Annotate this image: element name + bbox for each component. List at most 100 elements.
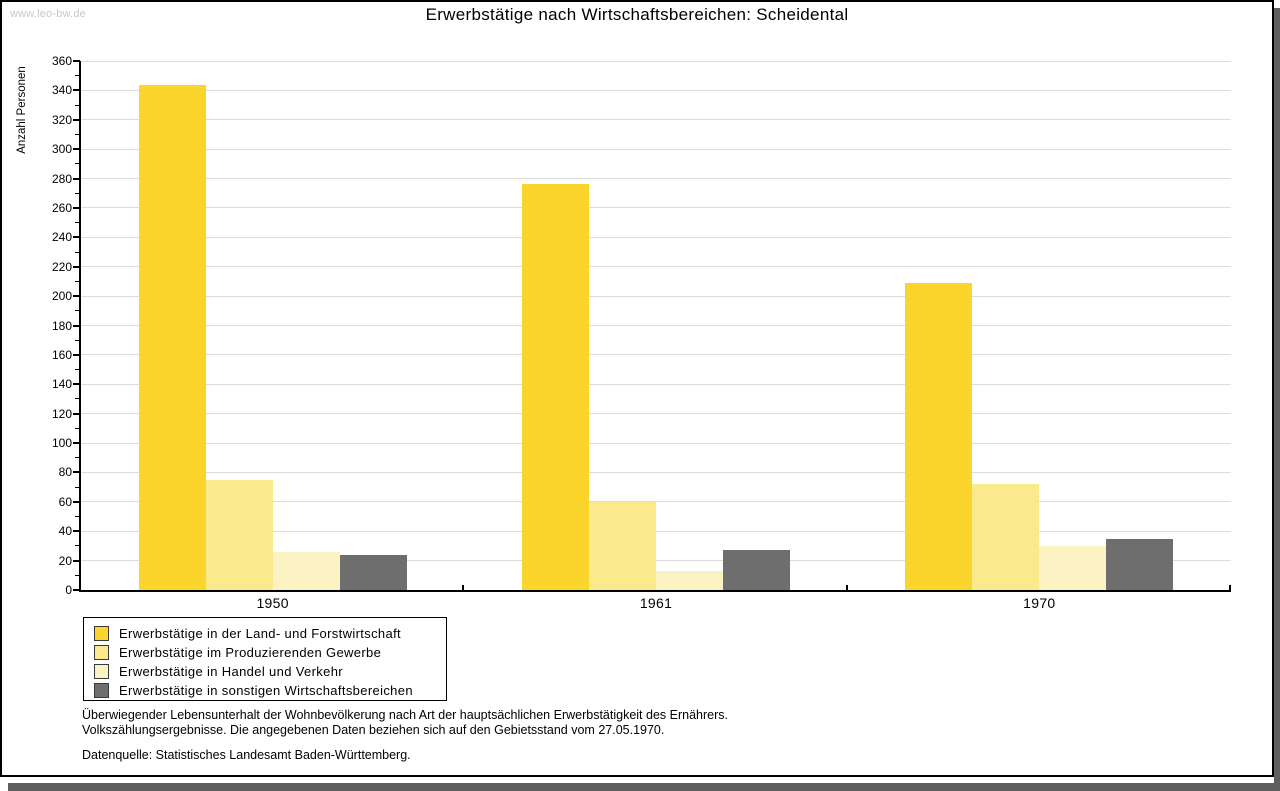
y-tick-label-300: 300 [51, 142, 72, 157]
y-minortick-110 [75, 427, 80, 429]
y-minortick-230 [75, 251, 80, 253]
gridline-y140 [81, 383, 1231, 385]
gridline-y100 [81, 442, 1231, 444]
gridline-y120 [81, 413, 1231, 415]
y-tick-label-100: 100 [51, 436, 72, 451]
gridline-y340 [81, 89, 1231, 91]
plot-area [81, 60, 1231, 590]
gridline-y80 [81, 471, 1231, 473]
gridline-y320 [81, 119, 1231, 121]
y-minortick-190 [75, 310, 80, 312]
x-tick-2 [845, 585, 848, 590]
bar-1961-series1 [522, 184, 589, 590]
legend-row-1: Erwerbstätige in der Land- und Forstwirt… [94, 624, 446, 643]
gridline-y160 [81, 354, 1231, 356]
gridline-y280 [81, 178, 1231, 180]
bar-1970-series4 [1106, 538, 1174, 590]
legend-swatch-1 [94, 626, 109, 641]
bar-1950-series1 [138, 84, 206, 590]
x-category-label-1950: 1950 [256, 595, 289, 611]
bar-1950-series2 [205, 479, 273, 590]
y-minortick-350 [75, 75, 80, 77]
data-source-text: Datenquelle: Statistisches Landesamt Bad… [82, 748, 411, 762]
legend-label-1: Erwerbstätige in der Land- und Forstwirt… [119, 626, 401, 641]
legend-row-3: Erwerbstätige in Handel und Verkehr [94, 662, 446, 681]
y-tick-label-60: 60 [58, 494, 72, 509]
y-tick-label-40: 40 [58, 524, 72, 539]
legend-label-2: Erwerbstätige im Produzierenden Gewerbe [119, 645, 382, 660]
y-tick-label-220: 220 [51, 259, 72, 274]
y-tick-label-200: 200 [51, 289, 72, 304]
y-tick-200 [73, 295, 80, 298]
y-tick-180 [73, 324, 80, 327]
y-minortick-130 [75, 398, 80, 400]
legend: Erwerbstätige in der Land- und Forstwirt… [83, 617, 447, 701]
y-tick-40 [73, 530, 80, 533]
gridline-y220 [81, 266, 1231, 268]
y-tick-220 [73, 265, 80, 268]
footnote-line-2: Volkszählungsergebnisse. Die angegebenen… [82, 722, 665, 737]
y-tick-label-160: 160 [51, 347, 72, 362]
y-minortick-310 [75, 133, 80, 135]
y-tick-140 [73, 383, 80, 386]
gridline-y60 [81, 501, 1231, 503]
footnote-text: Überwiegender Lebensunterhalt der Wohnbe… [82, 708, 728, 737]
gridline-y20 [81, 560, 1231, 562]
legend-row-4: Erwerbstätige in sonstigen Wirtschaftsbe… [94, 681, 446, 700]
y-tick-label-260: 260 [51, 200, 72, 215]
y-tick-160 [73, 353, 80, 356]
frame-shadow-bottom [8, 783, 1280, 791]
gridline-y360 [81, 60, 1231, 62]
y-minortick-330 [75, 104, 80, 106]
legend-row-2: Erwerbstätige im Produzierenden Gewerbe [94, 643, 446, 662]
y-axis-title: Anzahl Personen [16, 66, 28, 154]
y-tick-260 [73, 206, 80, 209]
y-tick-label-280: 280 [51, 171, 72, 186]
x-axis-line [79, 590, 1231, 592]
legend-swatch-2 [94, 645, 109, 660]
frame-shadow-right [1274, 8, 1280, 791]
x-category-label-1961: 1961 [639, 595, 673, 611]
y-tick-60 [73, 500, 80, 503]
y-tick-240 [73, 236, 80, 239]
y-tick-320 [73, 118, 80, 121]
y-minortick-90 [75, 457, 80, 459]
bar-1970-series3 [1039, 545, 1107, 590]
legend-swatch-3 [94, 664, 109, 679]
y-axis-line [79, 61, 81, 592]
y-tick-label-0: 0 [65, 583, 72, 597]
y-tick-120 [73, 412, 80, 415]
x-category-label-1970: 1970 [1023, 595, 1056, 611]
y-minortick-50 [75, 516, 80, 518]
y-tick-280 [73, 177, 80, 180]
y-tick-100 [73, 442, 80, 445]
y-tick-360 [73, 60, 80, 62]
y-minortick-250 [75, 222, 80, 224]
y-tick-label-120: 120 [51, 406, 72, 421]
y-tick-340 [73, 89, 80, 92]
bar-1961-series2 [589, 501, 656, 590]
y-tick-label-140: 140 [51, 377, 72, 392]
y-tick-label-20: 20 [58, 553, 72, 568]
y-tick-0 [73, 589, 80, 591]
bar-1950-series4 [339, 554, 407, 590]
y-tick-label-80: 80 [58, 465, 72, 480]
gridline-y180 [81, 325, 1231, 326]
gridline-y300 [81, 148, 1231, 150]
legend-swatch-4 [94, 683, 109, 698]
x-tick-3 [1229, 585, 1231, 590]
bar-1961-series3 [656, 570, 723, 590]
y-tick-label-360: 360 [51, 54, 72, 68]
gridline-y240 [81, 236, 1231, 238]
y-minortick-210 [75, 280, 80, 282]
gridline-y200 [81, 295, 1231, 297]
y-minortick-290 [75, 163, 80, 165]
y-tick-300 [73, 148, 80, 151]
y-minortick-30 [75, 545, 80, 547]
bar-1961-series4 [723, 550, 790, 590]
y-minortick-170 [75, 339, 80, 341]
chart-frame: www.leo-bw.de Erwerbstätige nach Wirtsch… [0, 0, 1274, 777]
y-tick-label-340: 340 [51, 83, 72, 98]
y-tick-20 [73, 559, 80, 562]
legend-label-4: Erwerbstätige in sonstigen Wirtschaftsbe… [119, 683, 413, 698]
